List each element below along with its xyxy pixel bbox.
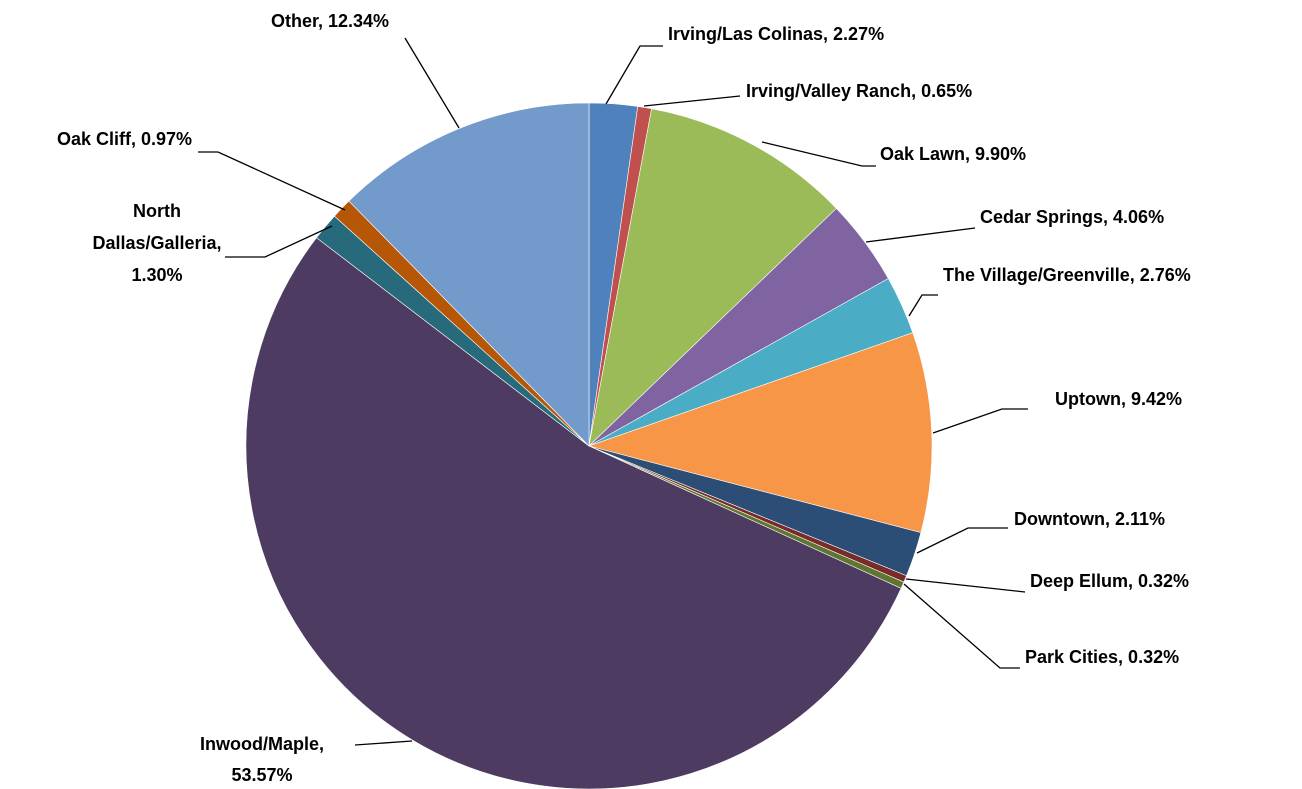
leader-line: [354, 740, 413, 746]
pie-slice: [587, 332, 933, 533]
leader-line: [905, 578, 1026, 593]
label-line: 1.30%: [131, 265, 182, 285]
data-label: Other, 12.34%: [271, 11, 389, 31]
leader-line: [198, 151, 346, 211]
leader-line: [225, 225, 333, 258]
data-label: Cedar Springs, 4.06%: [980, 207, 1164, 227]
data-label: Downtown, 2.11%: [1014, 509, 1165, 529]
label-line: North: [133, 201, 181, 221]
pie-slice: [588, 108, 837, 447]
label-line: Dallas/Galleria,: [92, 233, 221, 253]
leader-line: [865, 227, 976, 243]
data-label: Irving/Las Colinas, 2.27%: [668, 24, 884, 44]
data-label: Park Cities, 0.32%: [1025, 647, 1179, 667]
leader-line: [643, 95, 741, 107]
data-label: Inwood/Maple, 53.57%: [200, 734, 324, 785]
leader-line: [916, 527, 1008, 554]
data-label: Oak Lawn, 9.90%: [880, 144, 1026, 164]
data-label: North Dallas/Galleria, 1.30%: [92, 201, 221, 285]
leader-line: [908, 294, 938, 317]
leader-line: [605, 45, 663, 105]
leader-line: [903, 583, 1020, 669]
label-line: Inwood/Maple,: [200, 734, 324, 754]
leader-line: [404, 37, 460, 129]
data-label: Irving/Valley Ranch, 0.65%: [746, 81, 972, 101]
data-label: Uptown, 9.42%: [1055, 389, 1182, 409]
pie-slice: [245, 237, 902, 789]
pie-slice: [348, 102, 590, 447]
data-label: Oak Cliff, 0.97%: [57, 129, 192, 149]
label-line: 53.57%: [231, 765, 292, 785]
leader-line: [932, 408, 1028, 434]
data-label: Deep Ellum, 0.32%: [1030, 571, 1189, 591]
data-label: The Village/Greenville, 2.76%: [943, 265, 1191, 285]
leader-line: [761, 141, 876, 167]
